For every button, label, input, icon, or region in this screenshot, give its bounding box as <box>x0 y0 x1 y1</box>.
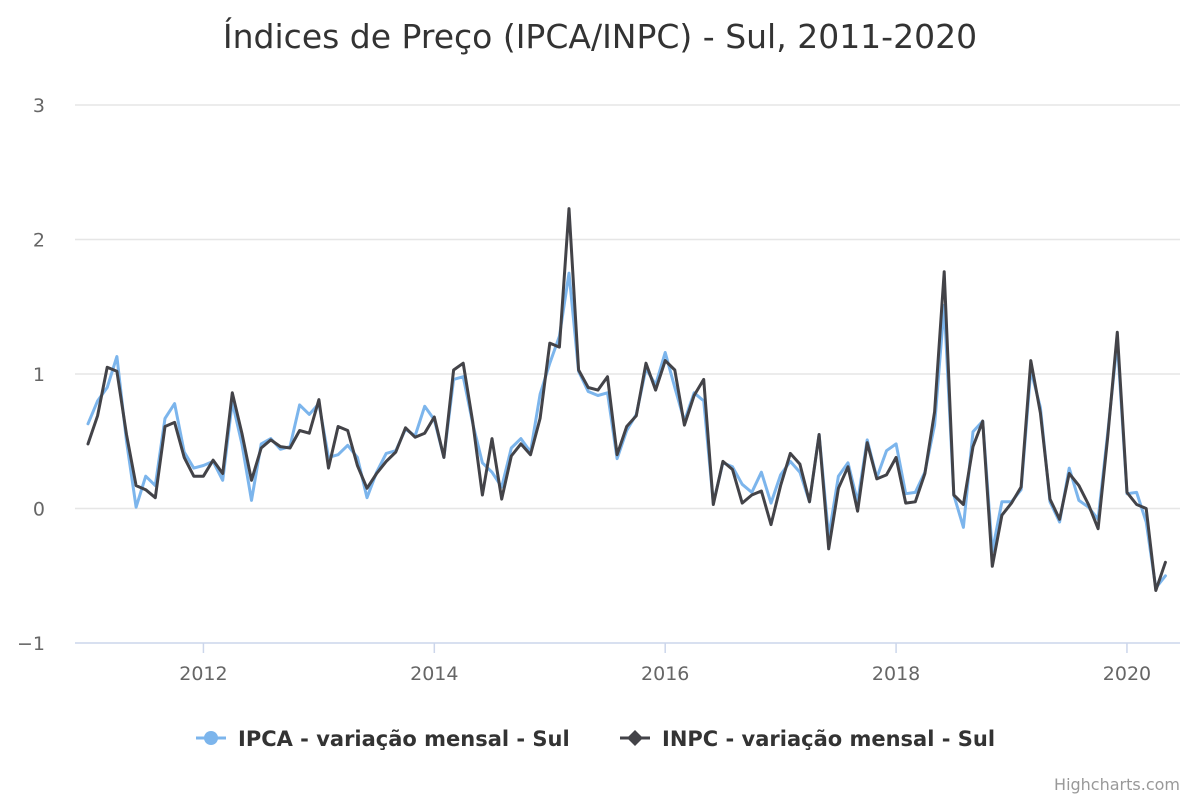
legend[interactable]: IPCA - variação mensal - Sul INPC - varia… <box>196 727 995 751</box>
x-tick-label: 2016 <box>641 663 689 685</box>
y-axis-tick-labels: 3 2 1 0 −1 <box>17 95 45 655</box>
legend-item-1[interactable]: IPCA - variação mensal - Sul <box>196 727 570 751</box>
y-tick-label: 3 <box>33 95 45 117</box>
y-tick-label: 2 <box>33 230 45 252</box>
circle-marker-icon <box>204 731 218 745</box>
x-tick-label: 2020 <box>1103 663 1151 685</box>
series-line-2[interactable] <box>86 207 1167 592</box>
chart-title: Índices de Preço (IPCA/INPC) - Sul, 2011… <box>223 16 977 56</box>
legend-label: IPCA - variação mensal - Sul <box>238 727 570 751</box>
x-tick-label: 2012 <box>179 663 227 685</box>
credits-link[interactable]: Highcharts.com <box>1054 775 1180 794</box>
x-axis-ticks: 2012 2014 2016 2018 2020 <box>179 643 1151 685</box>
legend-item-2[interactable]: INPC - variação mensal - Sul <box>620 727 995 751</box>
y-tick-label: −1 <box>17 633 45 655</box>
legend-label: INPC - variação mensal - Sul <box>662 727 995 751</box>
diamond-marker-icon <box>627 730 643 746</box>
y-tick-label: 0 <box>33 499 45 521</box>
x-tick-label: 2014 <box>410 663 458 685</box>
series-lines <box>86 207 1167 592</box>
y-tick-label: 1 <box>33 364 45 386</box>
y-gridlines <box>75 104 1180 510</box>
x-tick-label: 2018 <box>872 663 920 685</box>
